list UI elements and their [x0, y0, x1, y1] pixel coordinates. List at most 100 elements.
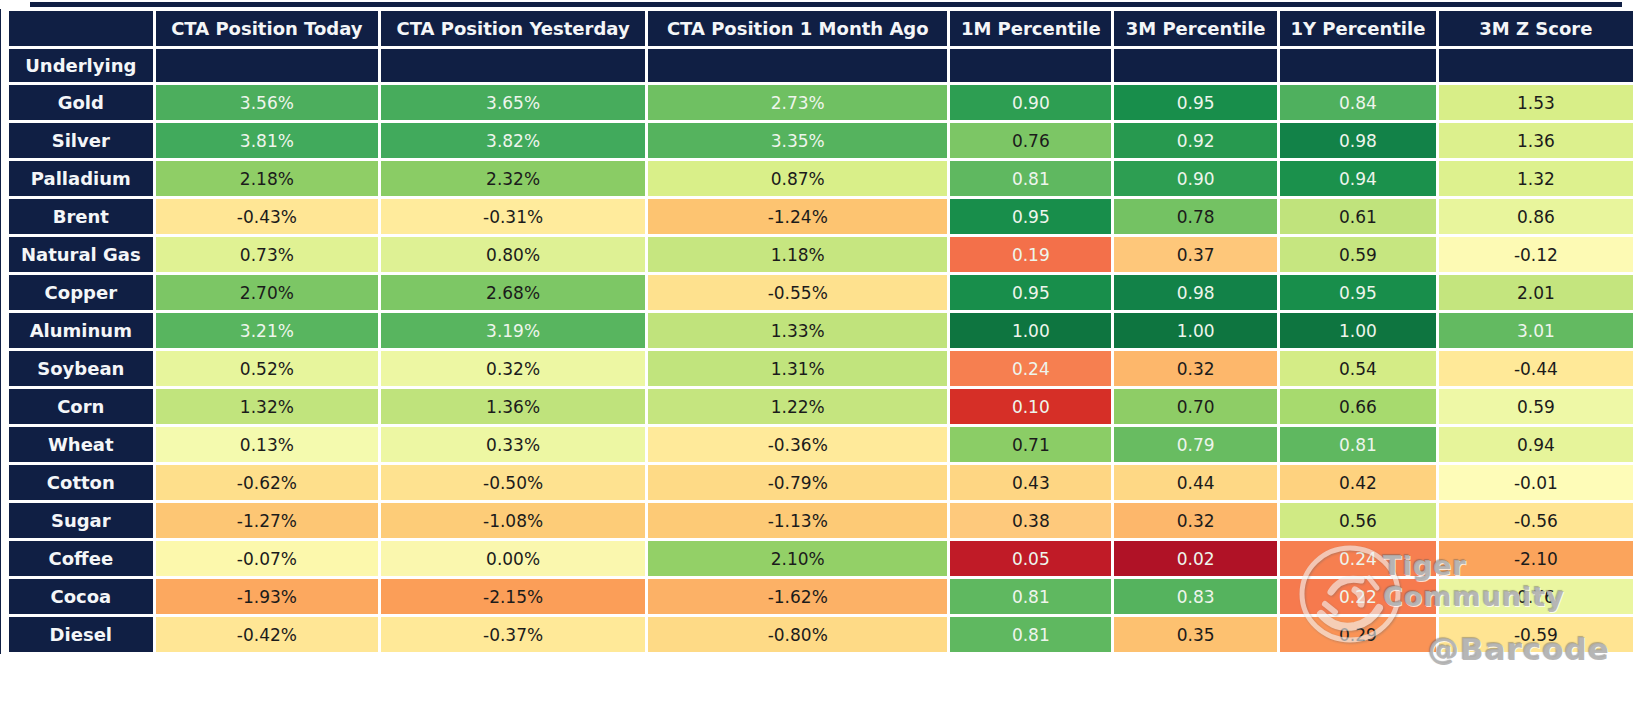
table-row: Cotton-0.62%-0.50%-0.79%0.430.440.42-0.0… [9, 465, 1633, 500]
table-row: Soybean0.52%0.32%1.31%0.240.320.54-0.44 [9, 351, 1633, 386]
screenshot-stage: CTA Position Today CTA Position Yesterda… [0, 0, 1641, 711]
heatmap-cell: -0.36% [648, 427, 947, 462]
heatmap-cell: -0.07% [156, 541, 378, 576]
heatmap-cell: 1.18% [648, 237, 947, 272]
heatmap-cell: 0.70 [1114, 389, 1277, 424]
heatmap-cell: 0.10 [950, 389, 1111, 424]
heatmap-cell: 0.95 [1280, 275, 1436, 310]
heatmap-cell: 3.21% [156, 313, 378, 348]
heatmap-cell: -0.37% [381, 617, 645, 652]
heatmap-cell: 0.32 [1114, 503, 1277, 538]
heatmap-cell: 3.01 [1439, 313, 1633, 348]
heatmap-cell: 1.00 [1114, 313, 1277, 348]
heatmap-cell: 0.76 [950, 123, 1111, 158]
heatmap-cell: 1.33% [648, 313, 947, 348]
heatmap-cell: 1.32% [156, 389, 378, 424]
heatmap-cell: 0.95 [1114, 85, 1277, 120]
heatmap-cell: 2.32% [381, 161, 645, 196]
heatmap-cell: 0.90 [1114, 161, 1277, 196]
heatmap-cell: 0.94 [1439, 427, 1633, 462]
heatmap-cell: 1.36% [381, 389, 645, 424]
column-header-yesterday: CTA Position Yesterday [381, 11, 645, 46]
heatmap-cell: 0.42 [1280, 465, 1436, 500]
heatmap-cell: 0.95 [950, 275, 1111, 310]
heatmap-cell: 0.00% [381, 541, 645, 576]
heatmap-cell: 0.79 [1114, 427, 1277, 462]
row-label-gold: Gold [9, 85, 153, 120]
heatmap-cell: 0.05 [950, 541, 1111, 576]
empty-navy-cell [156, 49, 378, 82]
heatmap-cell: 1.00 [1280, 313, 1436, 348]
row-label-aluminum: Aluminum [9, 313, 153, 348]
column-header-today: CTA Position Today [156, 11, 378, 46]
row-label-brent: Brent [9, 199, 153, 234]
heatmap-cell: 0.52% [156, 351, 378, 386]
heatmap-cell: 0.86 [1439, 199, 1633, 234]
heatmap-cell: 0.90 [950, 85, 1111, 120]
column-header-1y-percentile: 1Y Percentile [1280, 11, 1436, 46]
heatmap-cell: 3.65% [381, 85, 645, 120]
heatmap-cell: -0.80% [648, 617, 947, 652]
heatmap-cell: 2.01 [1439, 275, 1633, 310]
heatmap-cell: 0.98 [1114, 275, 1277, 310]
heatmap-cell: -0.62% [156, 465, 378, 500]
empty-navy-cell [648, 49, 947, 82]
table-row: Diesel-0.42%-0.37%-0.80%0.810.350.29-0.5… [9, 617, 1633, 652]
row-label-coffee: Coffee [9, 541, 153, 576]
row-label-natural-gas: Natural Gas [9, 237, 153, 272]
row-label-cotton: Cotton [9, 465, 153, 500]
heatmap-cell: 0.22 [1280, 579, 1436, 614]
row-label-soybean: Soybean [9, 351, 153, 386]
heatmap-cell: -0.31% [381, 199, 645, 234]
table-row: Silver3.81%3.82%3.35%0.760.920.981.36 [9, 123, 1633, 158]
row-label-palladium: Palladium [9, 161, 153, 196]
heatmap-cell: 3.56% [156, 85, 378, 120]
heatmap-cell: -0.55% [648, 275, 947, 310]
heatmap-cell: 0.80% [381, 237, 645, 272]
heatmap-cell: 0.54 [1280, 351, 1436, 386]
table-row: Coffee-0.07%0.00%2.10%0.050.020.24-2.10 [9, 541, 1633, 576]
table-row: Cocoa-1.93%-2.15%-1.62%0.810.830.220.76 [9, 579, 1633, 614]
heatmap-cell: 0.24 [950, 351, 1111, 386]
column-header-month-ago: CTA Position 1 Month Ago [648, 11, 947, 46]
heatmap-cell: 2.18% [156, 161, 378, 196]
heatmap-cell: 0.73% [156, 237, 378, 272]
heatmap-cell: 0.37 [1114, 237, 1277, 272]
heatmap-cell: 0.81 [950, 579, 1111, 614]
row-label-diesel: Diesel [9, 617, 153, 652]
table-row: Copper2.70%2.68%-0.55%0.950.980.952.01 [9, 275, 1633, 310]
heatmap-cell: -0.79% [648, 465, 947, 500]
heatmap-cell: 0.78 [1114, 199, 1277, 234]
heatmap-cell: 1.00 [950, 313, 1111, 348]
heatmap-cell: -1.24% [648, 199, 947, 234]
table-row: Natural Gas0.73%0.80%1.18%0.190.370.59-0… [9, 237, 1633, 272]
row-label-sugar: Sugar [9, 503, 153, 538]
table-row: Aluminum3.21%3.19%1.33%1.001.001.003.01 [9, 313, 1633, 348]
heatmap-cell: -1.27% [156, 503, 378, 538]
corner-cell [9, 11, 153, 46]
heatmap-cell: 0.61 [1280, 199, 1436, 234]
heatmap-cell: -1.13% [648, 503, 947, 538]
heatmap-cell: 3.35% [648, 123, 947, 158]
row-label-wheat: Wheat [9, 427, 153, 462]
empty-navy-cell [381, 49, 645, 82]
heatmap-cell: -2.15% [381, 579, 645, 614]
heatmap-cell: 0.81 [950, 617, 1111, 652]
heatmap-cell: 0.92 [1114, 123, 1277, 158]
heatmap-cell: 0.76 [1439, 579, 1633, 614]
heatmap-cell: 0.84 [1280, 85, 1436, 120]
heatmap-cell: 0.13% [156, 427, 378, 462]
table-row: Brent-0.43%-0.31%-1.24%0.950.780.610.86 [9, 199, 1633, 234]
heatmap-cell: 1.53 [1439, 85, 1633, 120]
heatmap-cell: 0.71 [950, 427, 1111, 462]
heatmap-cell: 3.82% [381, 123, 645, 158]
heatmap-cell: 2.68% [381, 275, 645, 310]
heatmap-cell: -0.44 [1439, 351, 1633, 386]
heatmap-cell: -0.42% [156, 617, 378, 652]
heatmap-cell: 3.81% [156, 123, 378, 158]
heatmap-cell: 0.56 [1280, 503, 1436, 538]
row-label-copper: Copper [9, 275, 153, 310]
heatmap-cell: 0.24 [1280, 541, 1436, 576]
row-label-silver: Silver [9, 123, 153, 158]
heatmap-cell: 0.02 [1114, 541, 1277, 576]
